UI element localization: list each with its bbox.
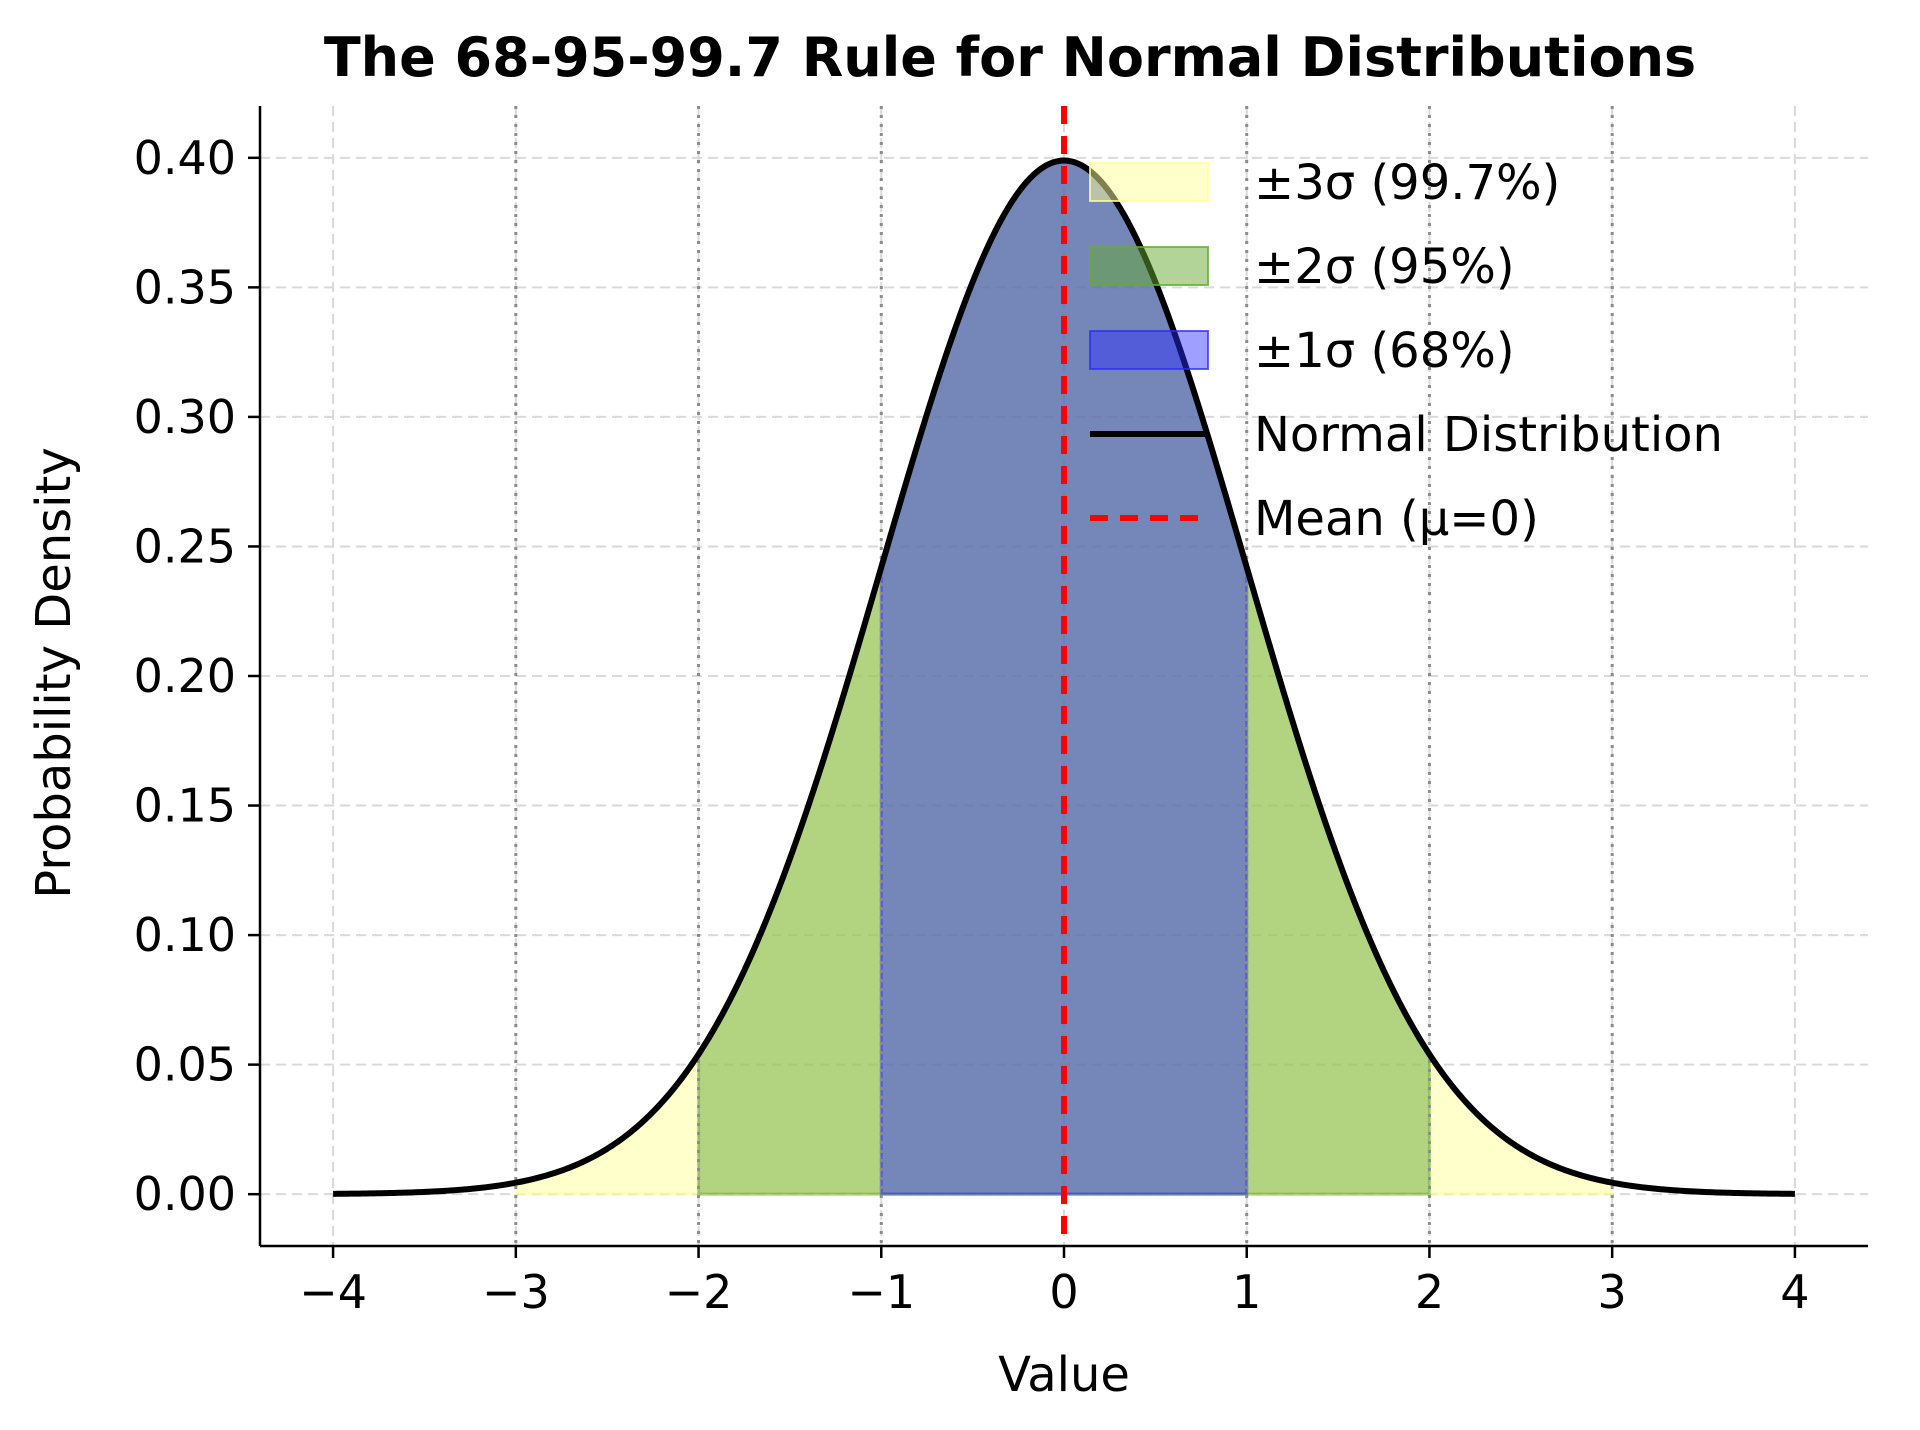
normal-curve bbox=[332, 157, 1796, 1197]
x-tick-label-6: 2 bbox=[1415, 1265, 1444, 1319]
x-tick-label-1: −3 bbox=[482, 1265, 550, 1319]
x-tick-label-0: −4 bbox=[299, 1265, 367, 1319]
legend-label-band-2: ±1σ (68%) bbox=[1254, 323, 1515, 379]
legend-swatch-band-1 bbox=[1089, 246, 1209, 286]
x-tick-label-7: 3 bbox=[1598, 1265, 1627, 1319]
x-tick-label-2: −2 bbox=[665, 1265, 733, 1319]
x-tick-label-4: 0 bbox=[1049, 1265, 1078, 1319]
legend-label-band-0: ±3σ (99.7%) bbox=[1254, 155, 1560, 211]
legend-label-curve: Normal Distribution bbox=[1254, 407, 1723, 463]
legend-swatch-band-2 bbox=[1089, 330, 1209, 370]
y-tick-label-3: 0.15 bbox=[134, 779, 236, 833]
y-tick-label-0: 0.00 bbox=[134, 1167, 236, 1221]
legend-swatch-band-0 bbox=[1089, 162, 1209, 202]
legend: ±3σ (99.7%) ±2σ (95%) ±1σ (68%) Normal Dist… bbox=[1089, 155, 1723, 547]
y-tick-label-6: 0.30 bbox=[134, 390, 236, 444]
x-tick-label-8: 4 bbox=[1780, 1265, 1809, 1319]
x-tick-label-5: 1 bbox=[1232, 1265, 1261, 1319]
sigma-reference-layer bbox=[514, 106, 1614, 1246]
y-tick-label-7: 0.35 bbox=[134, 260, 236, 314]
legend-label-band-1: ±2σ (95%) bbox=[1254, 239, 1515, 295]
chart-title: The 68-95-99.7 Rule for Normal Distribut… bbox=[324, 26, 1696, 89]
x-axis-label: Value bbox=[998, 1347, 1130, 1403]
curve-layer bbox=[332, 157, 1796, 1197]
ticks-layer: −4 −3 −2 −1 0 1 2 3 4 0.00 0.05 0.10 0.15 0.20 0.25 0.3… bbox=[134, 131, 1810, 1319]
y-tick-label-2: 0.10 bbox=[134, 908, 236, 962]
x-tick-label-3: −1 bbox=[847, 1265, 915, 1319]
legend-label-mean: Mean (μ=0) bbox=[1254, 491, 1539, 547]
y-tick-label-1: 0.05 bbox=[134, 1038, 236, 1092]
y-axis-label: Probability Density bbox=[26, 447, 82, 898]
y-tick-label-4: 0.20 bbox=[134, 649, 236, 703]
y-tick-label-8: 0.40 bbox=[134, 131, 236, 185]
y-tick-label-5: 0.25 bbox=[134, 519, 236, 573]
